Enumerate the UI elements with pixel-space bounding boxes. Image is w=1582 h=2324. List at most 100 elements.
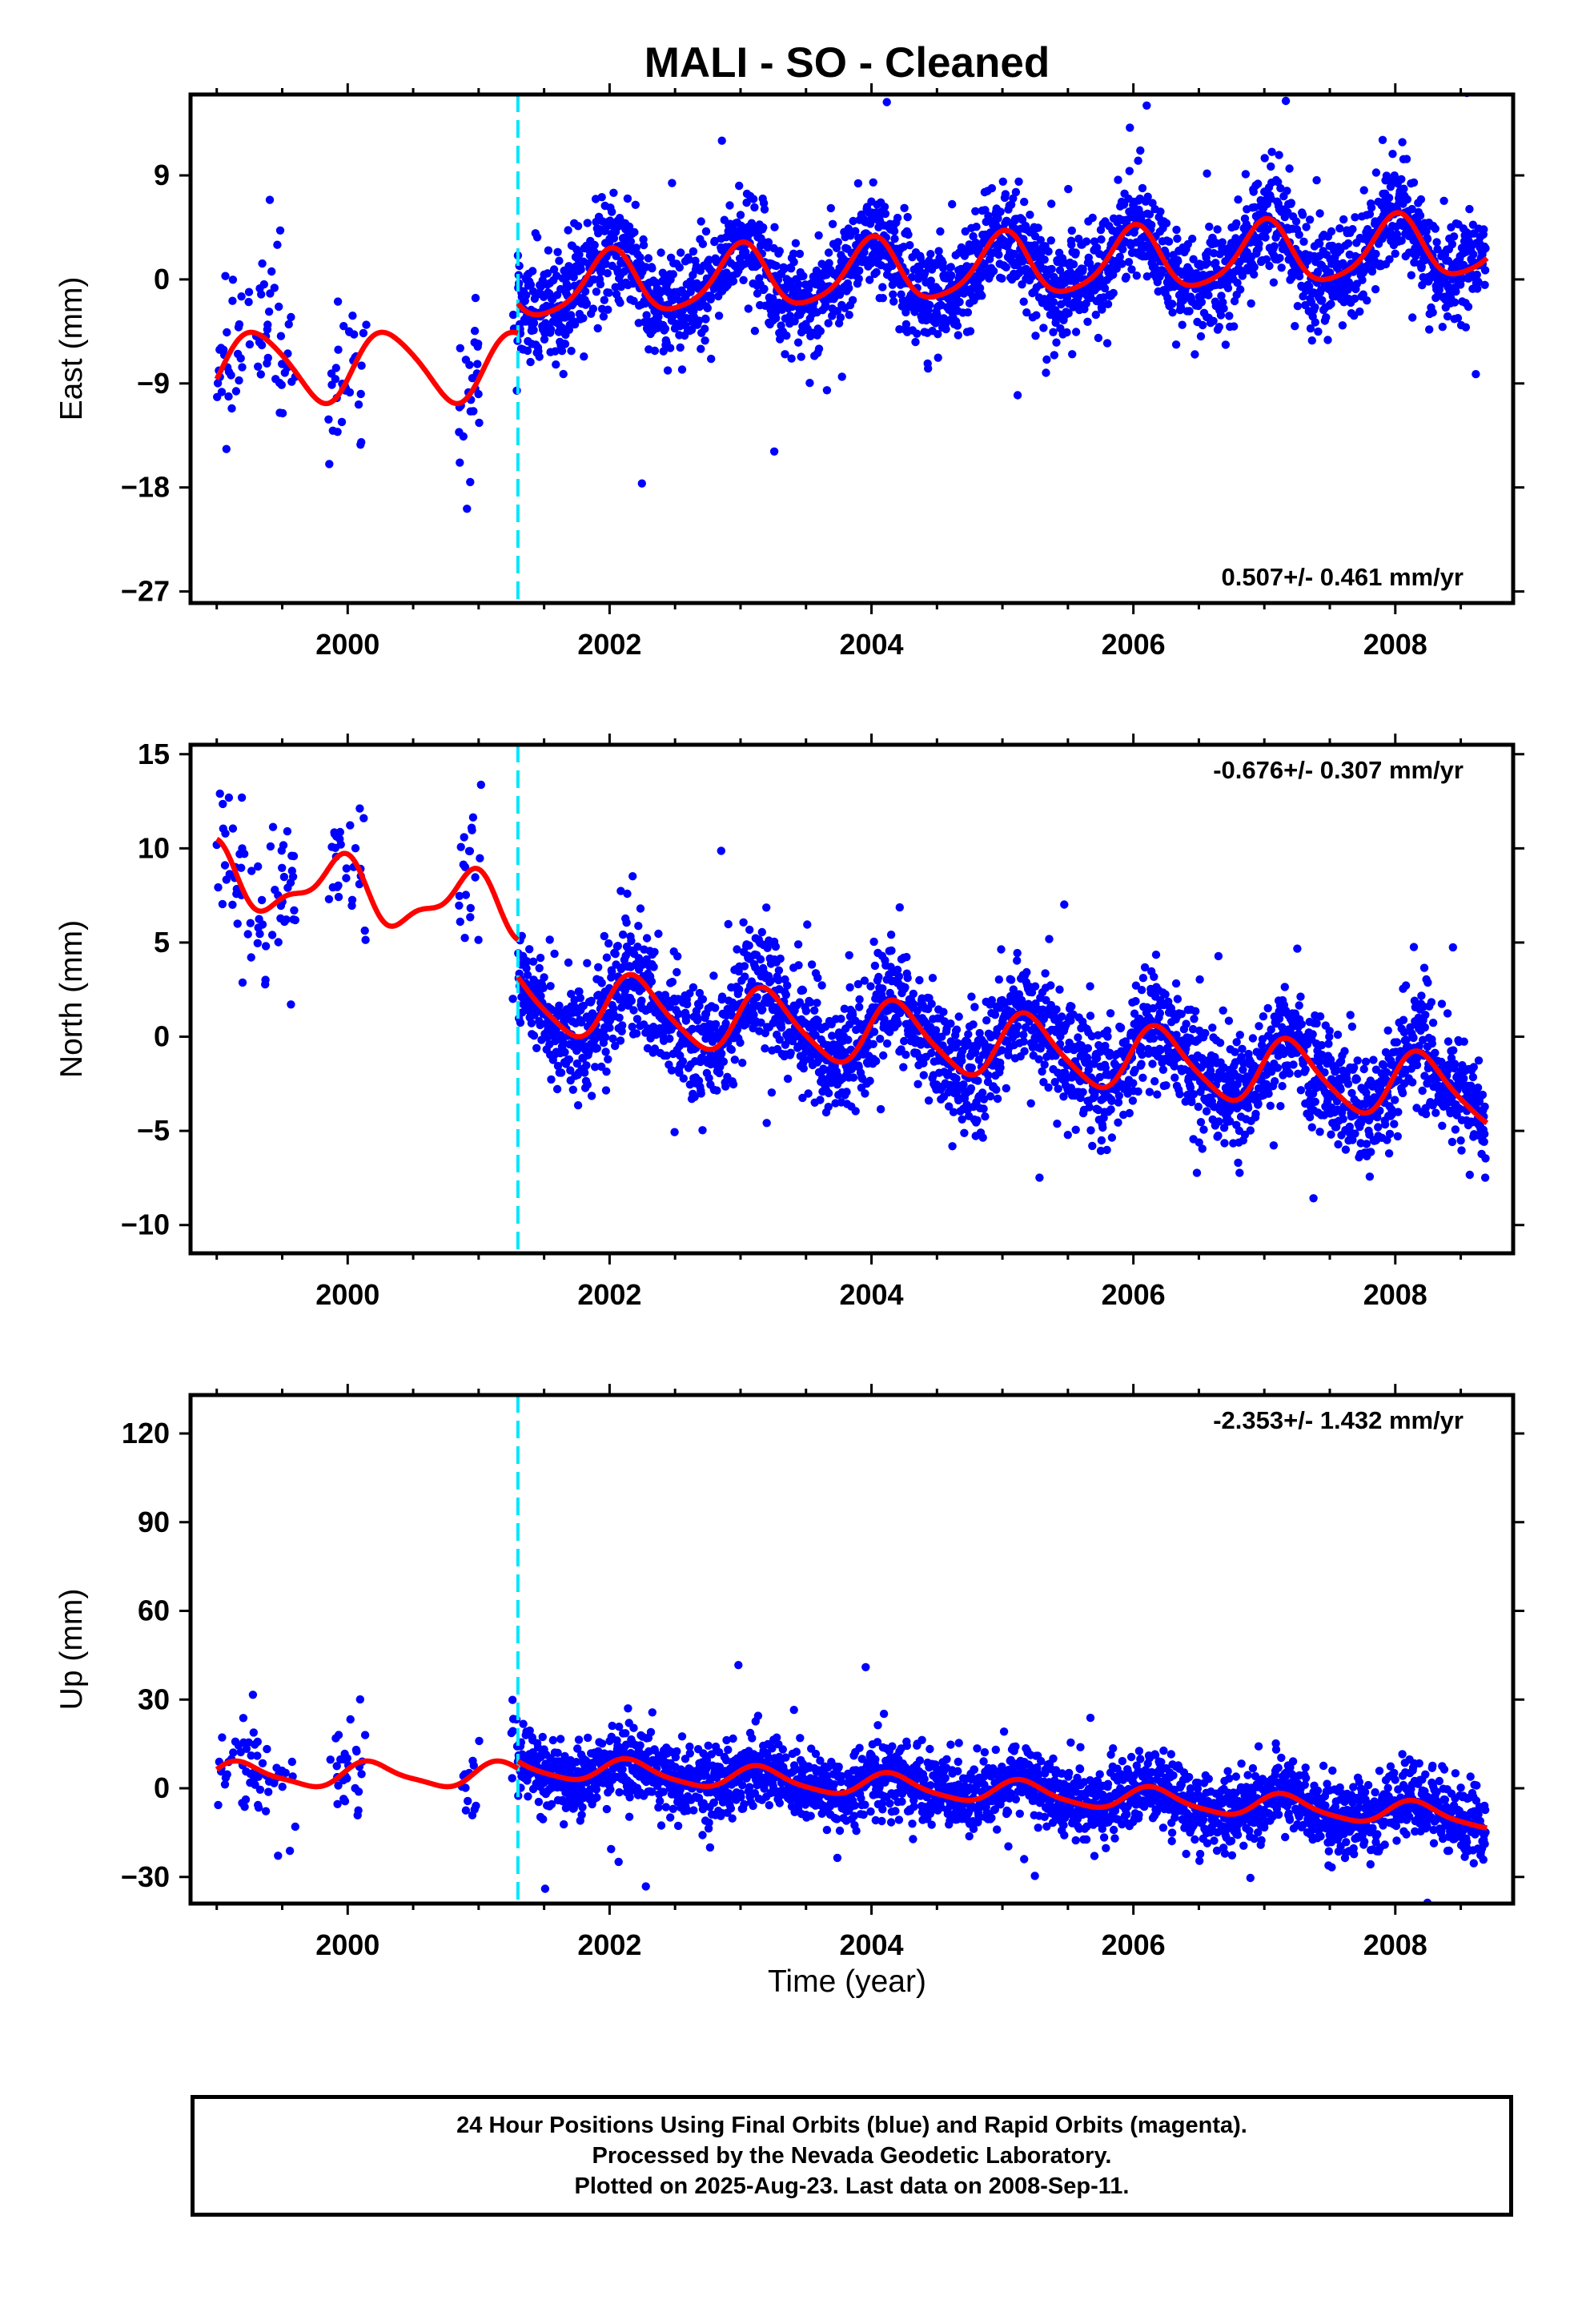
data-point <box>1038 1067 1046 1076</box>
data-point <box>274 938 283 947</box>
data-point <box>361 935 370 944</box>
data-point <box>649 963 658 971</box>
data-point <box>564 1055 574 1064</box>
data-point <box>522 964 531 973</box>
data-point <box>1085 1103 1094 1112</box>
data-point <box>717 992 727 1001</box>
data-point <box>637 996 646 1005</box>
data-point <box>564 958 573 967</box>
data-point <box>674 1009 683 1019</box>
data-point <box>1327 227 1336 236</box>
data-point <box>934 285 943 295</box>
data-point <box>224 793 234 802</box>
data-point <box>736 1038 745 1047</box>
data-point <box>1275 151 1283 159</box>
data-point <box>1009 194 1018 203</box>
data-point <box>972 223 981 231</box>
data-point <box>540 335 549 344</box>
data-point <box>1011 187 1021 197</box>
data-point <box>278 408 287 418</box>
data-point <box>1403 195 1412 204</box>
data-point <box>529 326 538 335</box>
data-point <box>979 1104 988 1113</box>
data-point <box>235 320 244 329</box>
data-point <box>690 1092 699 1102</box>
data-point <box>855 995 864 1004</box>
data-point <box>1170 1062 1179 1071</box>
data-point <box>1480 280 1489 289</box>
data-point <box>698 239 708 248</box>
data-point <box>342 864 351 873</box>
data-point <box>776 954 785 963</box>
data-point <box>870 961 880 971</box>
data-point <box>1171 979 1181 988</box>
data-point <box>1039 1078 1048 1087</box>
data-point <box>969 231 978 241</box>
data-point <box>455 901 464 911</box>
data-point <box>275 302 283 312</box>
data-point <box>1091 310 1101 320</box>
data-point <box>559 369 568 379</box>
data-point <box>1067 240 1076 249</box>
data-point <box>1114 1098 1123 1107</box>
data-point <box>592 1043 601 1053</box>
data-point <box>1034 223 1042 232</box>
data-point <box>714 312 724 320</box>
data-point <box>761 1044 769 1053</box>
data-point <box>948 199 957 209</box>
data-point <box>602 1068 611 1076</box>
data-point <box>677 365 687 374</box>
data-point <box>1254 179 1263 188</box>
data-point <box>836 313 845 322</box>
data-point <box>946 263 956 271</box>
data-point <box>1134 1087 1142 1096</box>
data-point <box>1107 1096 1116 1106</box>
data-point <box>474 340 483 348</box>
data-point <box>289 851 299 861</box>
plot-frame <box>188 92 1516 605</box>
data-point <box>1191 1007 1200 1015</box>
data-point <box>593 324 602 333</box>
data-point <box>604 288 613 297</box>
data-point <box>508 995 517 1003</box>
data-point <box>1182 1019 1191 1028</box>
data-point <box>1162 1081 1170 1090</box>
data-point <box>1452 287 1460 296</box>
data-point <box>777 1023 786 1032</box>
data-point <box>1150 972 1158 982</box>
data-point <box>899 1063 908 1072</box>
data-point <box>1269 278 1279 287</box>
data-point <box>1128 1096 1138 1105</box>
data-point <box>1177 1010 1186 1019</box>
data-point <box>1230 296 1239 306</box>
data-point <box>1472 270 1482 279</box>
data-point <box>1214 951 1223 961</box>
data-point <box>1103 300 1113 308</box>
data-point <box>1339 215 1348 224</box>
data-point <box>1035 1173 1044 1182</box>
data-point <box>1137 1043 1146 1052</box>
data-point <box>583 959 592 967</box>
data-point <box>1041 969 1050 978</box>
data-point <box>1402 155 1411 163</box>
data-point <box>1118 245 1127 254</box>
data-point <box>1189 1090 1199 1099</box>
data-point <box>1439 196 1448 205</box>
velocity-annotation: 0.507+/- 0.461 mm/yr <box>1222 563 1464 591</box>
data-point <box>572 1059 581 1068</box>
data-point <box>1019 1037 1028 1046</box>
data-point <box>762 1119 771 1128</box>
data-point <box>261 975 270 984</box>
data-point <box>869 178 877 187</box>
data-point <box>925 300 934 309</box>
data-point <box>608 967 616 976</box>
data-point <box>735 181 744 191</box>
data-point <box>1449 232 1459 241</box>
data-point <box>764 238 773 247</box>
data-point <box>786 1048 795 1057</box>
data-point <box>915 975 924 985</box>
data-point <box>1215 1039 1225 1047</box>
data-point <box>1265 261 1274 271</box>
data-point <box>978 292 986 300</box>
